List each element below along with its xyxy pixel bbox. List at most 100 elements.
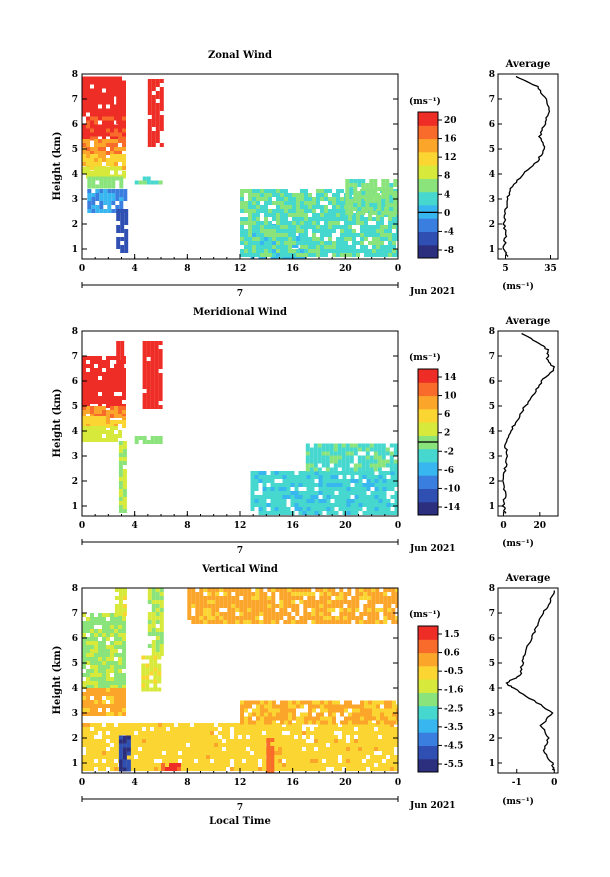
heatmap-cell — [288, 213, 292, 217]
heatmap-cell — [302, 479, 307, 483]
heatmap-cell — [166, 759, 170, 763]
heatmap-cell — [349, 191, 354, 195]
heatmap-cell — [194, 743, 198, 747]
heatmap-cell — [223, 596, 228, 600]
heatmap-cell — [283, 596, 288, 600]
heatmap-cell — [358, 475, 363, 479]
heatmap-cell — [194, 751, 198, 755]
heatmap-cell — [294, 763, 298, 767]
heatmap-cell — [110, 735, 114, 739]
y-tick-label: 1 — [72, 245, 78, 255]
heatmap-cell — [82, 80, 86, 85]
heatmap-cell — [320, 197, 324, 201]
heatmap-cell — [235, 604, 240, 608]
heatmap-cell — [90, 661, 94, 665]
heatmap-cell — [336, 193, 340, 197]
heatmap-cell — [304, 225, 308, 229]
heatmap-cell — [90, 685, 94, 689]
heatmap-cell — [380, 241, 384, 245]
heatmap-cell — [118, 414, 122, 418]
heatmap-cell — [329, 467, 334, 472]
heatmap-cell — [340, 712, 344, 717]
heatmap-cell — [147, 107, 152, 111]
heatmap-cell — [385, 207, 390, 211]
heatmap-cell — [330, 479, 335, 483]
heatmap-cell — [342, 475, 347, 479]
heatmap-cell — [90, 380, 94, 384]
heatmap-cell — [110, 166, 114, 171]
heatmap-cell — [166, 739, 170, 743]
heatmap-cell — [272, 237, 276, 241]
y-tick-label: 8 — [72, 327, 78, 337]
heatmap-cell — [393, 451, 398, 456]
heatmap-cell — [300, 716, 304, 721]
heatmap-cell — [340, 245, 344, 249]
heatmap-cell — [276, 213, 280, 217]
heatmap-cell — [266, 495, 271, 499]
heatmap-cell — [282, 763, 286, 767]
heatmap-cell — [361, 447, 366, 452]
heatmap-cell — [318, 511, 323, 515]
heatmap-cell — [298, 731, 302, 735]
heatmap-cell — [306, 767, 310, 771]
heatmap-cell — [110, 116, 114, 121]
heatmap-cell — [339, 612, 344, 616]
heatmap-cell — [244, 716, 248, 721]
heatmap-cell — [118, 712, 122, 716]
heatmap-cell — [383, 588, 388, 592]
heatmap-cell — [98, 92, 102, 97]
heatmap-cell — [318, 499, 323, 503]
heatmap-cell — [90, 649, 94, 653]
heatmap-cell — [366, 747, 370, 751]
heatmap-cell — [254, 759, 258, 763]
heatmap-cell — [218, 751, 222, 755]
heatmap-cell — [280, 245, 284, 249]
heatmap-cell — [255, 604, 260, 608]
heatmap-cell — [348, 712, 352, 717]
heatmap-cell — [349, 199, 354, 203]
heatmap-cell — [154, 381, 159, 385]
heatmap-cell — [302, 759, 306, 763]
heatmap-cell — [145, 683, 150, 688]
heatmap-cell — [308, 720, 312, 725]
heatmap-cell — [314, 743, 318, 747]
heatmap-cell — [306, 491, 311, 495]
heatmap-cell — [388, 700, 392, 705]
heatmap-cell — [274, 491, 279, 495]
heatmap-cell — [166, 743, 170, 747]
heatmap-cell — [304, 193, 308, 197]
heatmap-cell — [268, 700, 272, 705]
heatmap-cell — [235, 600, 240, 604]
heatmap-cell — [280, 201, 284, 205]
heatmap-cell — [114, 132, 118, 137]
heatmap-cell — [219, 620, 224, 624]
heatmap-cell — [312, 708, 316, 713]
heatmap-cell — [114, 621, 118, 625]
heatmap-cell — [191, 600, 196, 604]
heatmap-cell — [94, 426, 98, 430]
heatmap-cell — [146, 731, 150, 735]
heatmap-cell — [162, 731, 166, 735]
heatmap-cell — [312, 201, 316, 205]
heatmap-cell — [346, 483, 351, 487]
heatmap-cell — [86, 76, 90, 81]
heatmap-cell — [326, 499, 331, 503]
colorbar-tick-label: -4.5 — [444, 741, 463, 751]
heatmap-cell — [292, 205, 296, 209]
heatmap-region — [82, 613, 126, 689]
heatmap-cell — [334, 511, 339, 515]
heatmap-cell — [157, 663, 162, 668]
heatmap-cell — [114, 596, 119, 600]
heatmap-cell — [371, 600, 376, 604]
heatmap-cell — [330, 743, 334, 747]
heatmap-cell — [373, 459, 378, 464]
heatmap-cell — [118, 739, 123, 744]
heatmap-cell — [106, 108, 110, 113]
heatmap-cell — [258, 735, 262, 739]
heatmap-cell — [384, 229, 388, 233]
heatmap-cell — [339, 596, 344, 600]
colorbar-unit-label: (ms⁻¹) — [409, 609, 441, 620]
heatmap-cell — [118, 400, 122, 404]
heatmap-cell — [146, 735, 150, 739]
heatmap-cell — [118, 604, 123, 608]
